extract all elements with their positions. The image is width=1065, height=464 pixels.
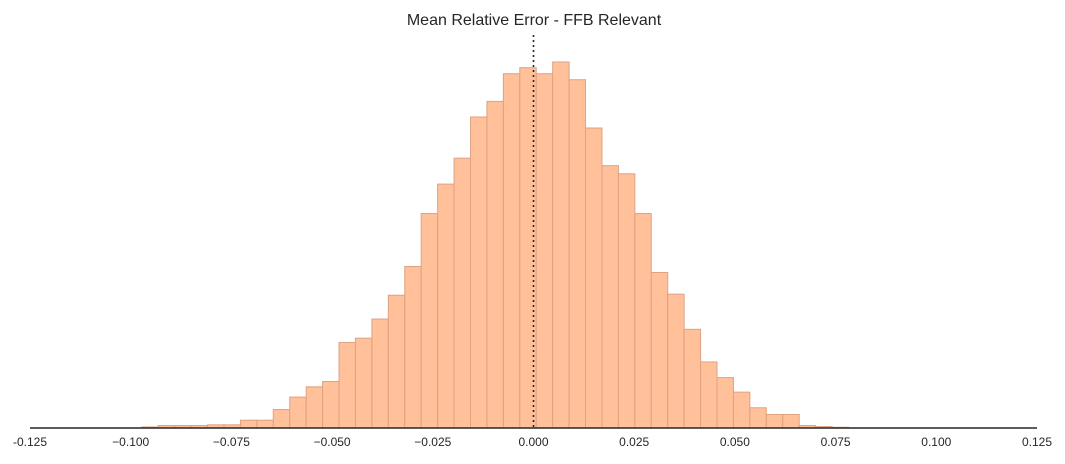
histogram-bar — [404, 265, 422, 429]
histogram-bar — [683, 328, 702, 429]
histogram-bar — [272, 409, 291, 429]
histogram-bar — [634, 213, 652, 429]
x-tick-label: −0.025 — [414, 435, 451, 449]
histogram-bar — [305, 386, 324, 429]
histogram-bar — [749, 407, 767, 429]
histogram-bar — [289, 396, 307, 429]
x-tick-label: 0.050 — [720, 435, 750, 449]
x-tick-label: 0.075 — [821, 435, 851, 449]
x-tick-label: −0.075 — [213, 435, 250, 449]
histogram-bar — [338, 341, 356, 429]
x-tick-label: 0.000 — [518, 435, 548, 449]
histogram-bar — [470, 116, 488, 429]
histogram-bar — [354, 337, 373, 429]
histogram-bar — [420, 213, 439, 429]
histogram-bar — [568, 79, 587, 429]
histogram-bar — [387, 294, 406, 429]
histogram-bar — [765, 414, 784, 429]
histogram-bar — [371, 318, 389, 429]
histogram-bar — [239, 419, 258, 429]
histogram-bars — [141, 61, 849, 429]
x-tick-label: 0.100 — [921, 435, 951, 449]
chart-title: Mean Relative Error - FFB Relevant — [407, 12, 662, 29]
histogram-bar — [437, 183, 455, 429]
histogram-bar — [700, 361, 718, 429]
histogram-bar — [552, 61, 570, 429]
x-tick-label: −0.050 — [314, 435, 351, 449]
histogram-bar — [322, 380, 340, 429]
histogram-bar — [617, 173, 636, 429]
x-tick-label: 0.025 — [619, 435, 649, 449]
histogram-bar — [453, 157, 472, 429]
histogram-bar — [716, 377, 734, 429]
histogram-bar — [782, 414, 800, 429]
histogram-bar — [502, 73, 521, 429]
histogram-bar — [535, 73, 554, 429]
histogram-bar — [667, 293, 685, 429]
histogram-bar — [585, 127, 603, 429]
histogram-bar — [732, 391, 751, 429]
histogram-bar — [486, 100, 504, 429]
histogram-bar — [650, 271, 669, 429]
histogram-bar — [601, 165, 619, 429]
x-tick-label: 0.125 — [1022, 435, 1052, 449]
x-axis-ticks: -0.125 −0.100 −0.075 −0.050 −0.025 0.000 0.025… — [13, 435, 1052, 449]
x-tick-label: −0.100 — [112, 435, 149, 449]
x-tick-label: -0.125 — [13, 435, 47, 449]
histogram-bar — [256, 419, 274, 429]
